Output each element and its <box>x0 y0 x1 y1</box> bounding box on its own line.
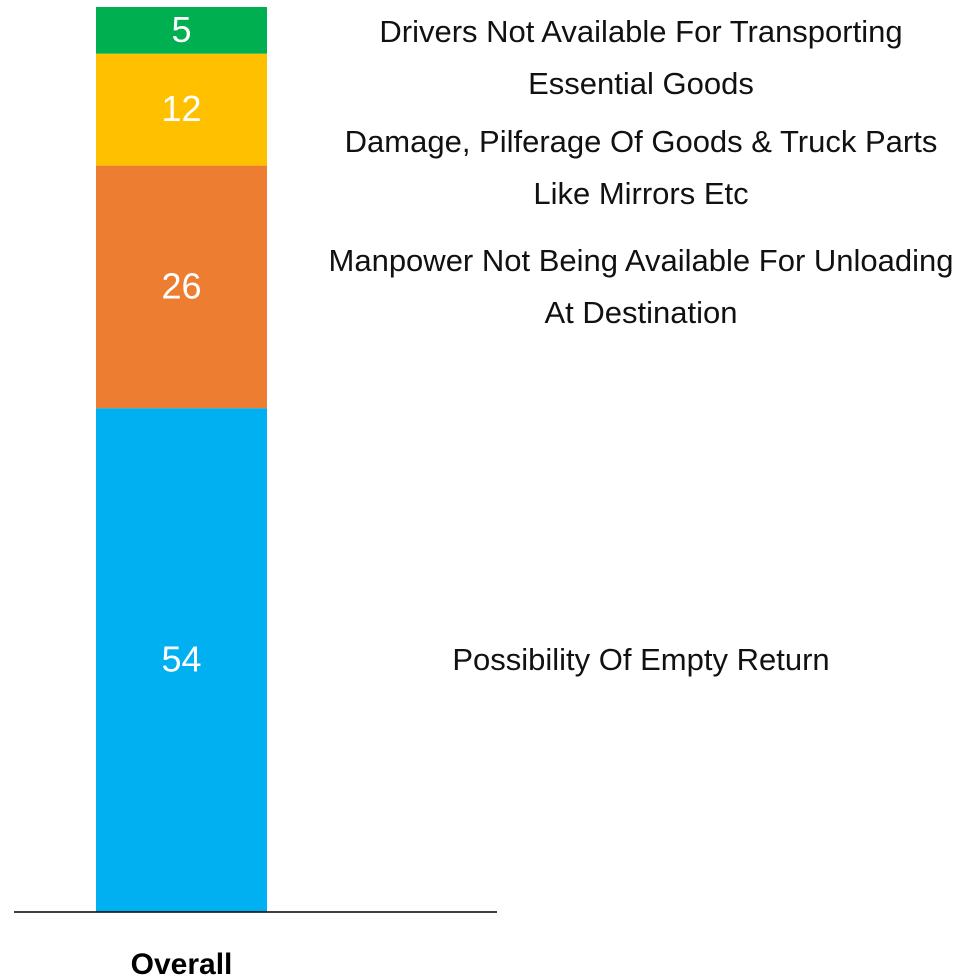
bar-segment <box>96 7 267 54</box>
value-label: 26 <box>161 265 201 306</box>
legend-label: Possibility Of Empty Return <box>452 642 830 678</box>
value-label: 54 <box>161 639 201 680</box>
bar-segment <box>96 165 267 409</box>
legend-label: Damage, Pilferage Of Goods & Truck Parts… <box>344 124 938 211</box>
legend-label: Drivers Not Available For Transporting E… <box>379 14 903 101</box>
value-label: 5 <box>171 9 191 50</box>
bar-segment <box>96 53 267 166</box>
bar-segment <box>96 408 267 912</box>
value-label: 12 <box>161 88 201 129</box>
legend-label: Manpower Not Being Available For Unloadi… <box>328 242 954 330</box>
x-tick-label: Overall <box>131 948 233 980</box>
